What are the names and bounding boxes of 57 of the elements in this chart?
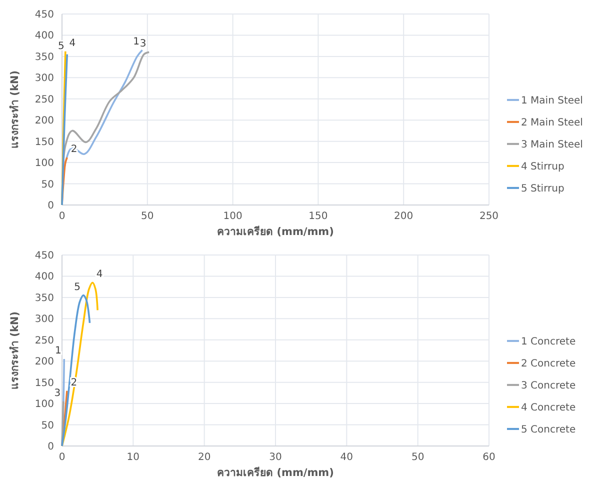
x-tick-label: 150 [308,211,328,222]
x-tick-label: 30 [269,452,282,463]
y-tick-label: 50 [41,179,54,190]
line-series [61,294,91,447]
legend-label: 5 Concrete [521,424,576,436]
x-tick-label: 200 [394,211,414,222]
y-tick-label: 200 [34,116,54,127]
y-tick-label: 300 [34,314,54,326]
y-tick-label: 450 [34,250,54,262]
x-tick-label: 60 [482,452,496,463]
legend-label: 4 Concrete [521,402,576,414]
x-tick-label: 40 [340,452,354,463]
x-tick-label: 100 [223,211,242,222]
y-tick-label: 100 [34,399,54,410]
annotation: 5 [74,282,81,293]
y-tick-label: 400 [34,272,54,283]
y-tick-label: 350 [34,292,54,304]
x-tick-label: 50 [411,452,424,463]
y-tick-label: 400 [34,30,54,42]
line-series [61,282,98,447]
legend-label: 2 Concrete [521,358,576,370]
legend-label: 4 Stirrup [521,161,564,172]
annotation: 3 [54,388,61,399]
x-tick-label: 50 [141,211,154,222]
legend-label: 3 Main Steel [521,139,583,150]
y-tick-label: 50 [41,420,54,432]
x-tick-label: 20 [198,452,211,463]
legend-label: 3 Concrete [521,380,576,392]
x-tick-label: 0 [58,211,66,222]
annotation: 3 [140,38,146,50]
legend-label: 1 Main Steel [521,95,583,106]
y-tick-label: 450 [34,10,54,20]
y-tick-label: 200 [34,356,54,368]
y-axis-title: แรงกระทำ (kN) [9,311,21,390]
legend-label: 2 Main Steel [521,117,583,128]
y-tick-label: 150 [34,378,54,389]
annotation: 1 [133,36,140,48]
x-tick-label: 0 [58,452,66,463]
y-tick-label: 300 [34,73,54,84]
annotation: 5 [58,40,64,52]
x-tick-label: 250 [479,211,499,222]
annotation: 1 [54,345,62,356]
legend-label: 5 Stirrup [521,183,564,194]
y-tick-label: 100 [34,158,54,170]
x-axis-title: ความเครียด (mm/mm) [217,225,334,238]
annotation: 4 [69,38,76,49]
y-tick-label: 250 [34,335,54,346]
y-tick-label: 350 [34,52,54,63]
annotation: 4 [96,269,103,280]
y-tick-label: 150 [34,136,54,148]
x-tick-label: 10 [126,452,140,463]
x-axis-title: ความเครียด (mm/mm) [217,466,334,479]
y-axis-title: แรงกระทำ (kN) [9,70,21,149]
y-tick-label: 0 [48,442,54,452]
y-tick-label: 0 [48,200,54,212]
y-tick-label: 250 [34,94,54,106]
legend-label: 1 Concrete [521,336,576,348]
